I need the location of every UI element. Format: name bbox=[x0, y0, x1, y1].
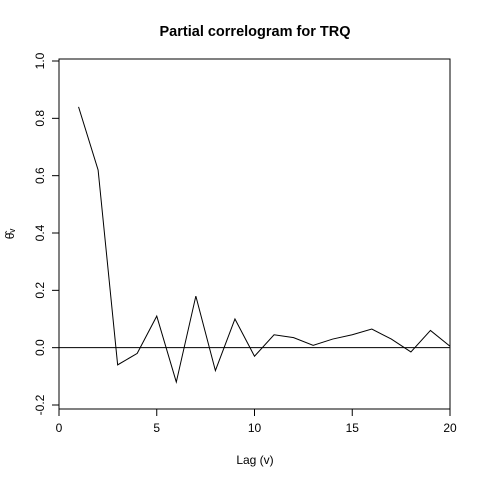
y-tick-label: 0.2 bbox=[33, 282, 47, 299]
x-tick-label: 5 bbox=[153, 421, 160, 435]
y-tick-label: 1.0 bbox=[33, 52, 47, 69]
y-tick-label: 0.0 bbox=[33, 339, 47, 356]
x-tick-label: 0 bbox=[56, 421, 63, 435]
y-tick-label: 0.4 bbox=[33, 224, 47, 241]
x-tick-label: 15 bbox=[346, 421, 360, 435]
y-tick-label: 0.6 bbox=[33, 167, 47, 184]
series-line bbox=[78, 106, 451, 385]
y-axis-label: θ̂ᵥ bbox=[3, 229, 17, 240]
x-axis-label: Lag (v) bbox=[236, 453, 273, 467]
chart-title: Partial correlogram for TRQ bbox=[160, 24, 351, 40]
x-tick-label: 10 bbox=[248, 421, 262, 435]
series-group bbox=[78, 106, 451, 385]
y-tick-label: -0.2 bbox=[33, 394, 47, 415]
x-tick-label: 20 bbox=[443, 421, 457, 435]
y-tick-label: 0.8 bbox=[33, 110, 47, 127]
x-axis: 0 5 10 15 20 bbox=[56, 409, 457, 435]
y-axis: -0.2 0.0 0.2 0.4 0.6 0.8 1.0 bbox=[33, 52, 59, 415]
